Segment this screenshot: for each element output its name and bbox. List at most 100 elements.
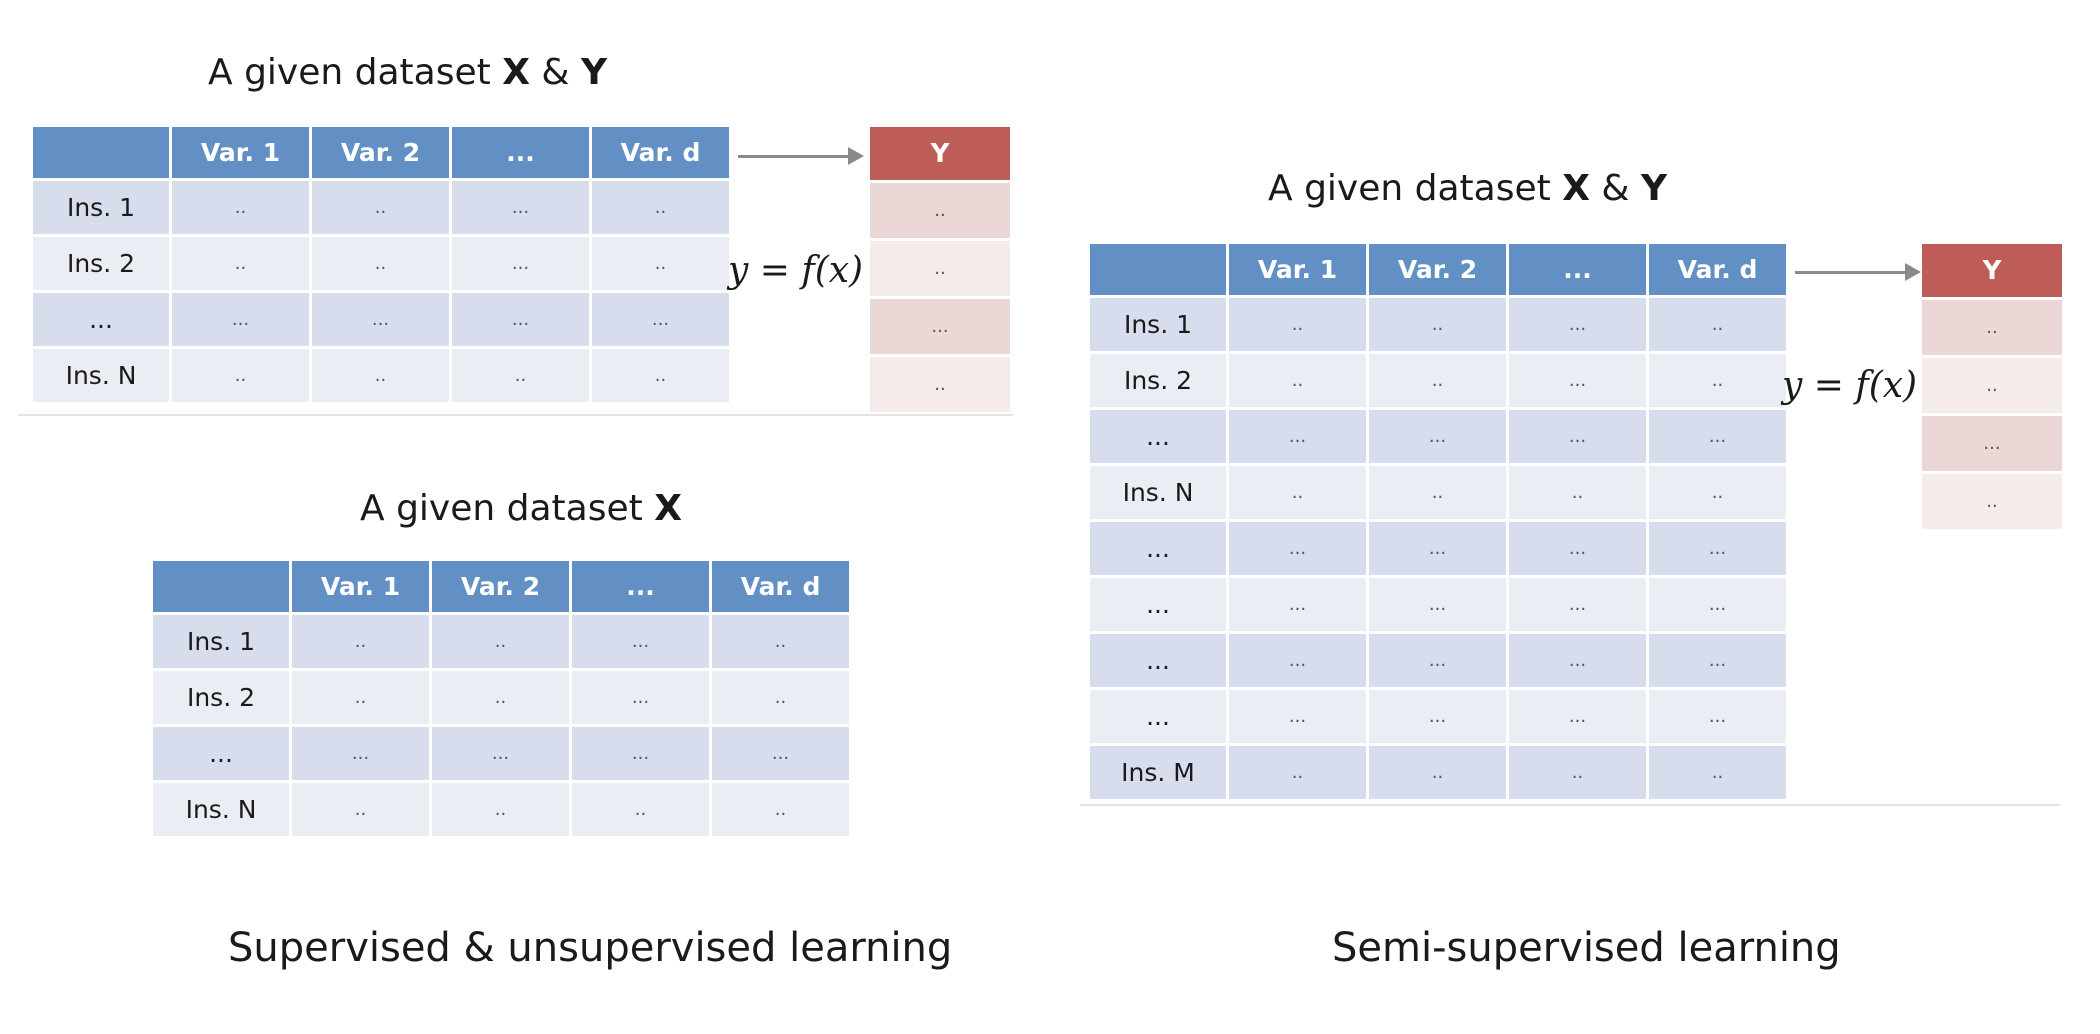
- instance-label: Ins. 1: [33, 181, 169, 234]
- column-header: Var. 1: [172, 127, 309, 178]
- value-cell: ..: [1369, 354, 1506, 407]
- value-cell: ...: [1229, 690, 1366, 743]
- table-row: ...............: [153, 727, 849, 780]
- value-cell: ...: [572, 615, 709, 668]
- value-cell: ...: [1649, 410, 1786, 463]
- table-row: ...: [870, 299, 1010, 354]
- value-cell: ..: [292, 783, 429, 836]
- value-cell: ..: [292, 615, 429, 668]
- y-value-cell: ..: [870, 183, 1010, 238]
- instance-label: ...: [1090, 690, 1226, 743]
- column-header: Var. 1: [1229, 244, 1366, 295]
- instance-label: ...: [153, 727, 289, 780]
- value-cell: ...: [1649, 634, 1786, 687]
- y-value-cell: ..: [1922, 300, 2062, 355]
- table-row: Ins. N........: [1090, 466, 1786, 519]
- table-row: ..: [1922, 474, 2062, 529]
- value-cell: ...: [1649, 522, 1786, 575]
- value-cell: ...: [1229, 578, 1366, 631]
- supervised-dataset-title: A given dataset X & Y: [208, 52, 608, 93]
- value-cell: ..: [1229, 466, 1366, 519]
- table-row: ..: [870, 357, 1010, 412]
- unsupervised-dataset-title: A given dataset X: [360, 488, 682, 529]
- value-cell: ..: [1369, 298, 1506, 351]
- instance-label: Ins. N: [33, 349, 169, 402]
- y-value-cell: ..: [870, 241, 1010, 296]
- table-row: ...: [1922, 416, 2062, 471]
- supervised-x-table: Var. 1 Var. 2 ... Var. d Ins. 1.........…: [30, 124, 732, 405]
- column-header: Var. 1: [292, 561, 429, 612]
- value-cell: ...: [1649, 578, 1786, 631]
- value-cell: ..: [452, 349, 589, 402]
- caption-supervised-unsupervised: Supervised & unsupervised learning: [228, 925, 953, 971]
- value-cell: ...: [1369, 578, 1506, 631]
- value-cell: ...: [1369, 690, 1506, 743]
- table-row: ...............: [1090, 410, 1786, 463]
- column-header: ...: [572, 561, 709, 612]
- y-value-cell: ...: [870, 299, 1010, 354]
- value-cell: ...: [1649, 690, 1786, 743]
- value-cell: ...: [1369, 410, 1506, 463]
- value-cell: ..: [1509, 746, 1646, 799]
- instance-label: Ins. N: [1090, 466, 1226, 519]
- instance-label: ...: [33, 293, 169, 346]
- value-cell: ...: [1509, 690, 1646, 743]
- value-cell: ...: [1509, 578, 1646, 631]
- value-cell: ..: [172, 237, 309, 290]
- table-row: ..: [870, 241, 1010, 296]
- mapping-formula: y = f(x): [728, 250, 864, 291]
- column-header: ...: [1509, 244, 1646, 295]
- panel-divider: [18, 414, 1013, 416]
- value-cell: ..: [712, 671, 849, 724]
- instance-label: Ins. 2: [153, 671, 289, 724]
- value-cell: ..: [1509, 466, 1646, 519]
- value-cell: ..: [572, 783, 709, 836]
- header-corner: [153, 561, 289, 612]
- value-cell: ...: [1229, 634, 1366, 687]
- value-cell: ...: [292, 727, 429, 780]
- value-cell: ..: [292, 671, 429, 724]
- table-row: Ins. 2.........: [33, 237, 729, 290]
- value-cell: ..: [1369, 746, 1506, 799]
- value-cell: ..: [1229, 354, 1366, 407]
- value-cell: ...: [452, 237, 589, 290]
- value-cell: ..: [592, 181, 729, 234]
- value-cell: ...: [312, 293, 449, 346]
- value-cell: ...: [1369, 522, 1506, 575]
- value-cell: ..: [312, 181, 449, 234]
- instance-label: ...: [1090, 634, 1226, 687]
- value-cell: ..: [1229, 298, 1366, 351]
- table-row: ...............: [1090, 522, 1786, 575]
- y-header: Y: [870, 127, 1010, 180]
- header-corner: [33, 127, 169, 178]
- value-cell: ...: [452, 181, 589, 234]
- column-header: Var. 2: [312, 127, 449, 178]
- value-cell: ..: [1649, 466, 1786, 519]
- instance-label: Ins. 2: [1090, 354, 1226, 407]
- y-header: Y: [1922, 244, 2062, 297]
- table-row: Ins. 1.........: [153, 615, 849, 668]
- column-header: ...: [452, 127, 589, 178]
- column-header: Var. 2: [432, 561, 569, 612]
- value-cell: ...: [592, 293, 729, 346]
- value-cell: ...: [1509, 634, 1646, 687]
- value-cell: ..: [172, 349, 309, 402]
- value-cell: ..: [592, 349, 729, 402]
- table-row: ..: [870, 183, 1010, 238]
- column-header: Var. d: [1649, 244, 1786, 295]
- table-row: ...............: [33, 293, 729, 346]
- value-cell: ...: [572, 671, 709, 724]
- value-cell: ..: [1369, 466, 1506, 519]
- instance-label: Ins. 2: [33, 237, 169, 290]
- table-row: Ins. M........: [1090, 746, 1786, 799]
- mapping-arrow: [1795, 263, 1921, 281]
- value-cell: ..: [592, 237, 729, 290]
- value-cell: ..: [712, 783, 849, 836]
- mapping-arrow: [738, 147, 864, 165]
- semisupervised-y-table: Y .........: [1922, 241, 2062, 532]
- value-cell: ...: [1229, 410, 1366, 463]
- value-cell: ..: [712, 615, 849, 668]
- value-cell: ...: [1509, 354, 1646, 407]
- value-cell: ..: [1649, 746, 1786, 799]
- semisupervised-dataset-title: A given dataset X & Y: [1268, 168, 1668, 209]
